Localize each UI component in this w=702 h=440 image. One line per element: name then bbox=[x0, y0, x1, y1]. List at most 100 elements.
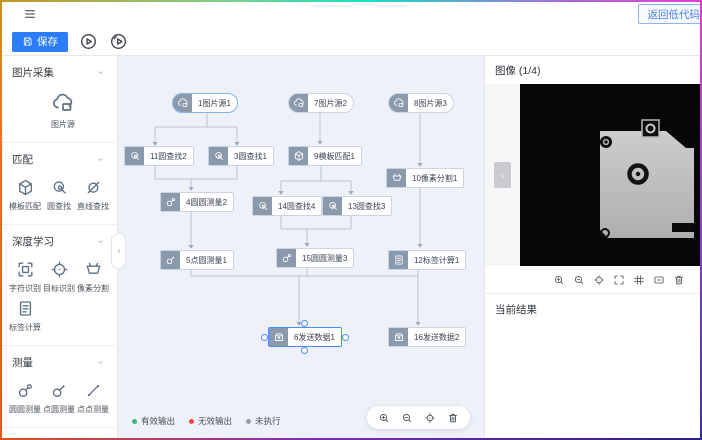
section-header[interactable]: 测量 bbox=[0, 346, 117, 374]
tool-label-calc[interactable]: 标签计算 bbox=[8, 299, 42, 333]
flow-node-image-source-1[interactable]: 1图片源1 bbox=[172, 93, 238, 113]
zoom-in-icon[interactable] bbox=[553, 274, 565, 286]
legend-not-run: 未执行 bbox=[246, 415, 281, 427]
save-icon bbox=[22, 36, 33, 47]
tool-sidebar: 图片采集 图片源 匹配 模板匹配 圆查找 直线查找 bbox=[0, 56, 118, 440]
node-handle-top[interactable] bbox=[301, 320, 309, 327]
chevron-left-icon bbox=[115, 247, 123, 255]
zoom-out-icon[interactable] bbox=[573, 274, 585, 286]
run-button[interactable] bbox=[79, 32, 98, 51]
flow-node-circle-find-3[interactable]: 13圆查找3 bbox=[322, 196, 393, 216]
flow-node-label: 16发送数据2 bbox=[414, 332, 460, 342]
step-run-button[interactable] bbox=[109, 32, 128, 51]
cloud-image-icon bbox=[289, 94, 308, 112]
current-results-section: 当前结果 bbox=[485, 293, 702, 325]
fullscreen-icon[interactable] bbox=[613, 274, 625, 286]
locate-icon[interactable] bbox=[424, 412, 436, 424]
section-header[interactable]: 深度学习 bbox=[0, 225, 117, 253]
send-box-icon bbox=[269, 328, 288, 346]
circle-find-icon bbox=[50, 178, 69, 197]
sidebar-collapse-handle[interactable] bbox=[111, 233, 126, 269]
save-button[interactable]: 保存 bbox=[12, 31, 68, 52]
chevron-down-icon bbox=[96, 237, 105, 246]
flow-node-send-data-2[interactable]: 16发送数据2 bbox=[388, 327, 467, 347]
tool-image-source[interactable]: 图片源 bbox=[46, 91, 80, 130]
tool-point-point-measure[interactable]: 点点测量 bbox=[76, 381, 110, 415]
flow-node-label-calc-1[interactable]: 12标签计算1 bbox=[388, 250, 467, 270]
section-header[interactable]: 通信 bbox=[0, 428, 117, 440]
node-handle-bottom[interactable] bbox=[301, 347, 309, 354]
basket-icon bbox=[84, 260, 103, 279]
flow-node-circle-circle-measure-3[interactable]: 15圆圆测量3 bbox=[276, 248, 355, 268]
section-title: 匹配 bbox=[12, 154, 33, 166]
flow-node-label: 13圆查找3 bbox=[348, 201, 386, 211]
preview-image bbox=[520, 84, 702, 266]
section-header[interactable]: 图片采集 bbox=[0, 56, 117, 84]
legend-label: 无效输出 bbox=[198, 416, 233, 426]
menu-icon[interactable] bbox=[23, 7, 37, 21]
tool-label: 标签计算 bbox=[9, 323, 41, 332]
flow-node-point-circle-measure-1[interactable]: 5点圆测量1 bbox=[160, 250, 234, 270]
flow-node-circle-circle-measure-2[interactable]: 4圆圆测量2 bbox=[160, 192, 234, 212]
trash-icon[interactable] bbox=[447, 412, 459, 424]
node-handle-right[interactable] bbox=[341, 333, 349, 341]
flow-node-label: 10像素分割1 bbox=[412, 173, 458, 183]
section-header[interactable]: 匹配 bbox=[0, 143, 117, 171]
legend-invalid-output: 无效输出 bbox=[189, 415, 232, 427]
flow-node-image-source-3[interactable]: 8图片源3 bbox=[388, 93, 454, 113]
section-communication: 通信 bbox=[0, 428, 117, 440]
flow-node-circle-find-2[interactable]: 11圆查找2 bbox=[124, 146, 194, 166]
circle-find-icon bbox=[125, 147, 144, 165]
measure-point-circle-icon bbox=[161, 251, 180, 269]
tool-object-detect[interactable]: 目标识别 bbox=[42, 260, 76, 294]
section-title: 测量 bbox=[12, 357, 33, 369]
target-icon bbox=[50, 260, 69, 279]
flow-node-send-data-1[interactable]: 6发送数据1 bbox=[261, 320, 349, 354]
canvas-zoom-toolbar bbox=[367, 406, 470, 429]
tool-label: 目标识别 bbox=[43, 284, 75, 293]
trash-icon[interactable] bbox=[673, 274, 685, 286]
tool-label: 直线查找 bbox=[77, 202, 109, 211]
section-measure: 测量 圆圆测量 点圆测量 点点测量 bbox=[0, 346, 117, 428]
back-to-lowcode-button[interactable]: 返回低代码 bbox=[637, 4, 702, 24]
flow-node-label: 14圆查找4 bbox=[278, 201, 316, 211]
cube-icon bbox=[289, 147, 308, 165]
flow-node-label: 3圆查找1 bbox=[234, 151, 267, 161]
flow-node-circle-find-1[interactable]: 3圆查找1 bbox=[208, 146, 274, 166]
line-find-icon bbox=[84, 178, 103, 197]
fit-width-icon[interactable] bbox=[653, 274, 665, 286]
measure-point-point-icon bbox=[84, 381, 103, 400]
legend-dot bbox=[246, 418, 252, 424]
flow-node-template-match-1[interactable]: 9模板匹配1 bbox=[288, 146, 362, 166]
zoom-out-icon[interactable] bbox=[401, 412, 413, 424]
prev-image-button[interactable] bbox=[494, 162, 511, 188]
flow-node-label: 4圆圆测量2 bbox=[186, 197, 227, 207]
locate-icon[interactable] bbox=[593, 274, 605, 286]
tool-label: 圆查找 bbox=[47, 202, 71, 211]
tool-line-find[interactable]: 直线查找 bbox=[76, 178, 110, 212]
cloud-image-icon bbox=[173, 94, 192, 112]
tool-circle-find[interactable]: 圆查找 bbox=[42, 178, 76, 212]
flow-canvas[interactable]: 1图片源1 7图片源2 8图片源3 11圆查找2 3圆查找1 9模板匹配1 10… bbox=[118, 56, 484, 440]
section-title: 深度学习 bbox=[12, 236, 54, 248]
tool-template-match[interactable]: 模板匹配 bbox=[8, 178, 42, 212]
chevron-down-icon bbox=[96, 68, 105, 77]
image-nav-strip bbox=[485, 84, 520, 266]
node-handle-left[interactable] bbox=[261, 333, 268, 341]
zoom-in-icon[interactable] bbox=[378, 412, 390, 424]
flow-node-image-source-2[interactable]: 7图片源2 bbox=[288, 93, 354, 113]
measure-circle-circle-icon bbox=[16, 381, 35, 400]
tool-pixel-segment[interactable]: 像素分割 bbox=[76, 260, 110, 294]
save-label: 保存 bbox=[37, 36, 58, 48]
toolbar: 保存 bbox=[0, 28, 702, 56]
tool-circle-circle-measure[interactable]: 圆圆测量 bbox=[8, 381, 42, 415]
tool-label: 模板匹配 bbox=[9, 202, 41, 211]
flow-node-pixel-segment-1[interactable]: 10像素分割1 bbox=[386, 168, 465, 188]
section-title: 图片采集 bbox=[12, 67, 54, 79]
measure-circle-circle-icon bbox=[277, 249, 296, 267]
flow-node-label: 5点圆测量1 bbox=[186, 255, 227, 265]
grid-icon[interactable] bbox=[633, 274, 645, 286]
tool-ocr[interactable]: 字符识别 bbox=[8, 260, 42, 294]
tool-point-circle-measure[interactable]: 点圆测量 bbox=[42, 381, 76, 415]
flow-node-circle-find-4[interactable]: 14圆查找4 bbox=[252, 196, 323, 216]
